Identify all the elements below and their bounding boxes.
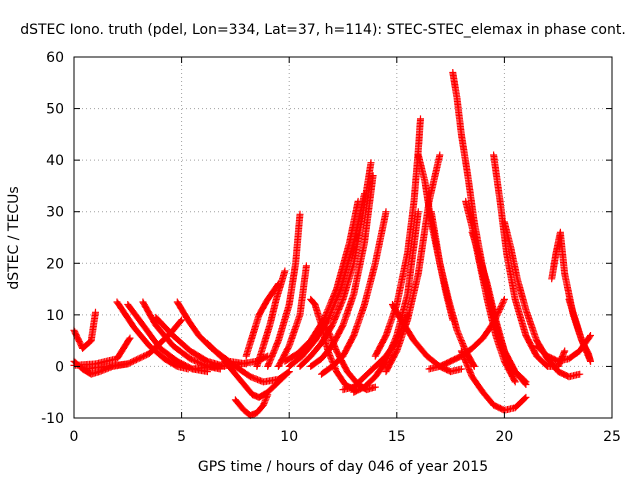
series-arc-18 xyxy=(281,197,362,365)
plus-markers xyxy=(242,280,282,360)
y-tick-label: 30 xyxy=(46,205,64,221)
plus-markers xyxy=(81,316,186,373)
plus-markers xyxy=(113,298,192,373)
y-tick-label: -10 xyxy=(41,411,64,427)
x-tick-label: 15 xyxy=(388,429,406,445)
series-arc-36 xyxy=(490,151,569,370)
series-arc-42 xyxy=(533,332,594,365)
x-axis-ticks: 0 5 10 15 20 25 xyxy=(70,57,621,445)
plus-markers xyxy=(253,267,289,370)
plus-markers xyxy=(307,295,358,394)
series-arc-31 xyxy=(427,208,457,324)
x-tick-label: 20 xyxy=(495,429,513,445)
y-tick-label: 50 xyxy=(46,102,64,118)
series-arc-38 xyxy=(457,347,530,414)
data-points xyxy=(70,69,594,419)
chart-title: dSTEC Iono. truth (pdel, Lon=334, Lat=37… xyxy=(20,22,626,38)
plus-markers xyxy=(533,332,594,365)
series-arc-35 xyxy=(475,254,530,386)
y-tick-label: 10 xyxy=(46,308,64,324)
series-arc-9 xyxy=(81,316,186,373)
series-arc-14 xyxy=(242,280,282,360)
series-arc-13 xyxy=(221,357,293,401)
y-tick-label: 20 xyxy=(46,256,64,272)
plus-markers xyxy=(281,197,362,365)
x-tick-label: 25 xyxy=(603,429,621,445)
plus-markers xyxy=(274,262,310,370)
series-arc-15 xyxy=(253,267,289,370)
plus-markers xyxy=(475,254,530,386)
x-tick-label: 5 xyxy=(177,429,186,445)
plus-markers xyxy=(231,391,272,419)
plus-markers xyxy=(425,295,508,373)
y-axis-ticks: -10 0 10 20 30 40 50 60 xyxy=(41,50,612,427)
x-axis-label: GPS time / hours of day 046 of year 2015 xyxy=(198,459,488,475)
series-arc-12 xyxy=(231,391,272,419)
plot-frame xyxy=(73,56,613,419)
plus-markers xyxy=(221,357,293,401)
y-tick-label: 0 xyxy=(55,359,64,375)
series-arc-16 xyxy=(264,210,304,370)
plus-markers xyxy=(490,151,569,370)
series-arc-4 xyxy=(113,298,192,373)
series-arc-39 xyxy=(425,295,508,373)
y-tick-label: 40 xyxy=(46,153,64,169)
y-tick-label: 60 xyxy=(46,50,64,66)
y-axis-label: dSTEC / TECUs xyxy=(6,186,22,289)
series-arc-17 xyxy=(274,262,310,370)
plus-markers xyxy=(457,347,530,414)
series-arc-23 xyxy=(307,295,358,394)
x-tick-label: 10 xyxy=(280,429,298,445)
plus-markers xyxy=(264,210,304,370)
x-tick-label: 0 xyxy=(70,429,79,445)
plus-markers xyxy=(427,208,457,324)
